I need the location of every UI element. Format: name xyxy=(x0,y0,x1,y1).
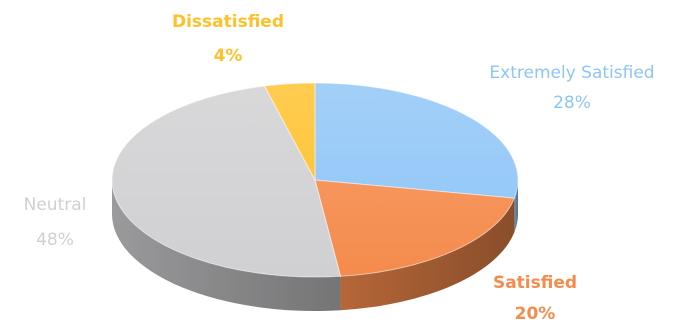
pie-top-gloss xyxy=(112,83,518,277)
slice-label-neutral: Neutral xyxy=(24,195,87,215)
slice-side-shade-satisfied xyxy=(340,198,515,311)
slice-side-shade-neutral xyxy=(112,180,341,312)
pie-side-layer xyxy=(112,180,518,312)
slice-side-shade-extremely-satisfied xyxy=(514,180,518,233)
slice-value-dissatisfied: 4% xyxy=(214,46,243,66)
slice-label-extremely-satisfied: Extremely Satisfied xyxy=(489,63,654,83)
slice-label-dissatisfied: Dissatisfied xyxy=(172,12,284,32)
slice-value-satisfied: 20% xyxy=(515,304,556,324)
slice-value-extremely-satisfied: 28% xyxy=(553,93,591,113)
pie-top-layer xyxy=(111,82,519,278)
slice-label-satisfied: Satisfied xyxy=(493,273,577,293)
pie-label-layer: Dissatisfied 4% Extremely Satisfied 28% … xyxy=(24,12,655,324)
slice-value-neutral: 48% xyxy=(36,230,74,250)
